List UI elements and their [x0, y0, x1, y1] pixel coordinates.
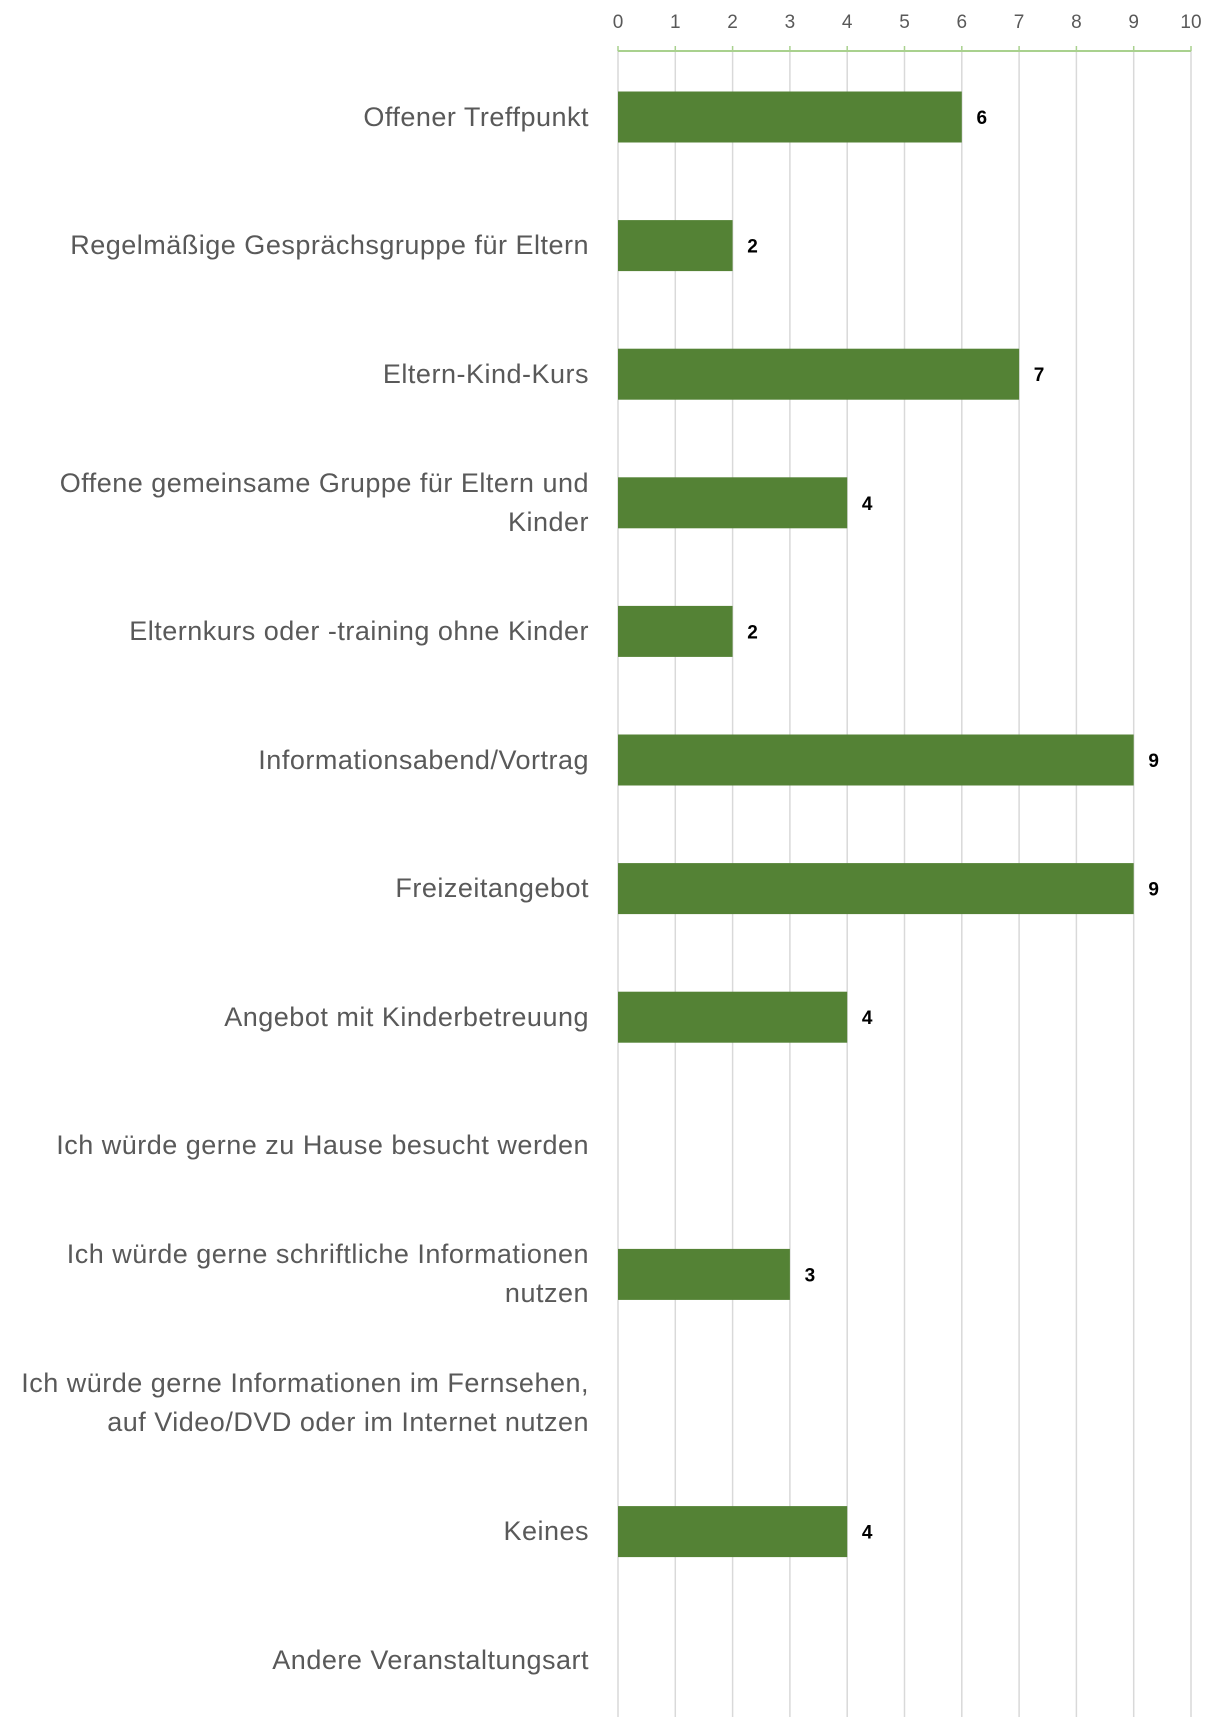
- x-tick-label: 6: [957, 12, 968, 33]
- x-tick-label: 3: [785, 12, 796, 33]
- bar: [618, 863, 1134, 915]
- bar: [618, 348, 1020, 400]
- data-label: 4: [862, 1523, 873, 1544]
- category-label: Regelmäßige Gesprächsgruppe für Eltern: [70, 230, 589, 261]
- category-label: Informationsabend/Vortrag: [258, 744, 589, 775]
- bar: [618, 220, 733, 272]
- x-tick-label: 9: [1128, 12, 1139, 33]
- data-label: 4: [862, 1008, 873, 1029]
- bar: [618, 605, 733, 657]
- bar: [618, 1248, 790, 1300]
- category-label: Ich würde gerne zu Hause besucht werden: [56, 1130, 589, 1161]
- category-label: Ich würde gerne Informationen im Fernseh…: [21, 1368, 589, 1437]
- x-tick-label: 8: [1071, 12, 1082, 33]
- category-label: Andere Veranstaltungsart: [272, 1644, 589, 1675]
- category-label: Offener Treffpunkt: [363, 101, 589, 132]
- data-label: 7: [1034, 365, 1045, 386]
- category-label: Eltern-Kind-Kurs: [382, 358, 589, 389]
- data-label: 2: [747, 237, 758, 258]
- data-label: 6: [977, 108, 988, 129]
- x-tick-label: 1: [670, 12, 681, 33]
- category-label: Keines: [503, 1516, 589, 1547]
- data-label: 9: [1148, 880, 1159, 901]
- bar: [618, 91, 962, 143]
- x-tick-label: 0: [613, 12, 624, 33]
- category-label: Ich würde gerne schriftliche Information…: [66, 1239, 589, 1309]
- data-label: 9: [1148, 751, 1159, 772]
- x-tick-label: 7: [1014, 12, 1025, 33]
- category-label: Freizeitangebot: [395, 873, 589, 904]
- bar: [618, 734, 1134, 786]
- data-label: 2: [747, 622, 758, 643]
- category-label: Offene gemeinsame Gruppe für Eltern und …: [59, 467, 589, 537]
- category-label: Elternkurs oder -training ohne Kinder: [129, 615, 589, 646]
- category-label: Angebot mit Kinderbetreuung: [224, 1001, 589, 1032]
- data-label: 3: [805, 1265, 816, 1286]
- bar: [618, 1506, 848, 1558]
- x-tick-label: 10: [1180, 12, 1201, 33]
- bar: [618, 991, 848, 1043]
- data-label: 4: [862, 494, 873, 515]
- x-tick-label: 4: [842, 12, 853, 33]
- x-tick-label: 5: [899, 12, 910, 33]
- bar: [618, 477, 848, 529]
- x-tick-label: 2: [727, 12, 738, 33]
